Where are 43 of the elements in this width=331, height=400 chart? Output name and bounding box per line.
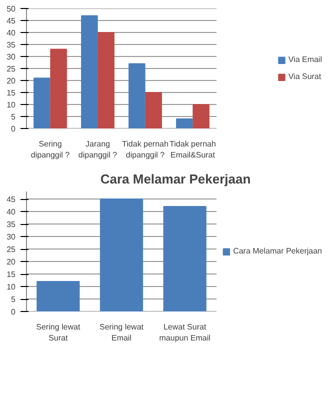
y-tick-label: 30	[6, 232, 16, 242]
x-tick-label: Tidak pernah dipanggil ?	[122, 140, 168, 160]
x-tick-label: Lewat Surat maupun Email	[159, 322, 211, 342]
y-tick-label: 15	[6, 270, 16, 279]
y-tick-label: 25	[6, 64, 16, 74]
legend-label: Via Email	[288, 55, 322, 64]
bar	[36, 281, 80, 312]
y-tick-label: 15	[6, 88, 16, 98]
y-tick-label: 35	[6, 220, 16, 229]
x-tick-label: Sering lewat Email	[99, 322, 144, 342]
x-tick-label: Tidak pernah Email&Surat	[170, 140, 216, 160]
bar	[128, 63, 146, 128]
y-tick-label: 25	[6, 245, 16, 254]
y-tick-label: 5	[11, 112, 16, 122]
bar	[98, 32, 114, 128]
y-tick-label: 20	[6, 76, 16, 86]
x-tick-label: Jarang dipanggil ?	[78, 140, 118, 160]
x-tick-label: Sering lewat Surat	[36, 322, 81, 342]
y-tick-label: 45	[6, 16, 16, 26]
bar	[34, 78, 50, 128]
y-tick-label: 50	[6, 4, 16, 14]
y-tick-label: 10	[6, 100, 16, 110]
bar	[163, 206, 206, 312]
y-tick-label: 40	[6, 28, 16, 38]
legend-label: Via Surat	[288, 72, 322, 81]
y-tick-label: 40	[6, 208, 16, 216]
y-tick-label: 10	[6, 282, 16, 292]
y-tick-label: 5	[11, 295, 16, 304]
chart-title: Cara Melamar Pekerjaan	[100, 172, 251, 186]
bar	[192, 104, 210, 128]
y-tick-label: 0	[11, 124, 16, 134]
bar	[81, 15, 98, 128]
bar	[50, 48, 67, 128]
y-tick-label: 45	[6, 195, 16, 204]
y-tick-label: 30	[6, 52, 16, 62]
bar	[145, 92, 162, 128]
bar	[100, 198, 144, 312]
x-tick-label: Sering dipanggil ?	[30, 140, 70, 160]
y-tick-label: 35	[6, 40, 16, 50]
bar	[176, 118, 193, 128]
y-tick-label: 20	[6, 258, 16, 266]
y-tick-label: 0	[11, 308, 16, 316]
legend-label: Cara Melamar Pekerjaan	[233, 246, 322, 256]
